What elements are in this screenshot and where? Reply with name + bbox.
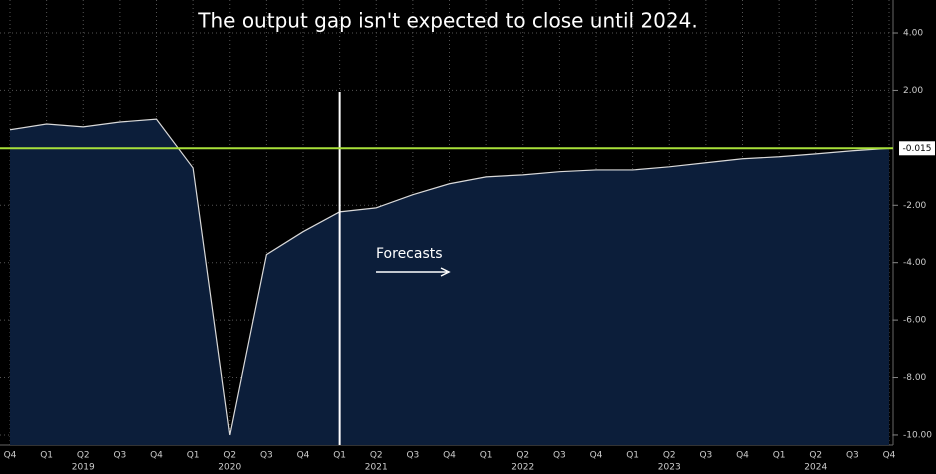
x-tick-label: Q1	[773, 451, 786, 461]
x-tick-label: Q2	[77, 451, 90, 461]
area	[10, 119, 889, 445]
x-tick-label: Q2	[516, 451, 529, 461]
y-tick-label: -6.00	[903, 316, 927, 326]
x-tick-label: Q1	[333, 451, 346, 461]
x-tick-label: Q1	[480, 451, 493, 461]
y-tick-label: -4.00	[903, 258, 927, 268]
x-tick-label: Q1	[626, 451, 639, 461]
x-tick-label: Q2	[809, 451, 822, 461]
x-tick-label: Q2	[370, 451, 383, 461]
x-tick-label: Q4	[150, 451, 163, 461]
year-label: 2022	[511, 463, 534, 473]
marks	[9, 118, 890, 445]
year-label: 2019	[72, 463, 95, 473]
x-tick-label: Q3	[846, 451, 859, 461]
x-tick-label: Q4	[736, 451, 749, 461]
year-label: 2023	[658, 463, 681, 473]
x-tick-label: Q1	[187, 451, 200, 461]
line	[9, 118, 890, 436]
x-tick-label: Q3	[260, 451, 273, 461]
year-label: 2024	[804, 463, 827, 473]
year-label: 2021	[365, 463, 388, 473]
x-tick-label: Q3	[553, 451, 566, 461]
x-tick-label: Q4	[883, 451, 896, 461]
x-tick-label: Q2	[663, 451, 676, 461]
y-tick-label: 4.00	[903, 29, 923, 39]
x-tick-label: Q4	[4, 451, 17, 461]
y-tick-label: -2.00	[903, 201, 927, 211]
x-tick-label: Q3	[699, 451, 712, 461]
reference-label: -0.015	[902, 144, 931, 154]
overlay: -0.015	[0, 92, 935, 445]
y-tick-label: -10.00	[903, 430, 932, 440]
x-tick-label: Q4	[590, 451, 603, 461]
x-tick-label: Q3	[113, 451, 126, 461]
chart-title: The output gap isn't expected to close u…	[197, 9, 697, 33]
x-tick-label: Q1	[40, 451, 53, 461]
x-tick-label: Q4	[297, 451, 310, 461]
x-tick-label: Q3	[406, 451, 419, 461]
y-tick-label: 2.00	[903, 86, 923, 96]
x-tick-label: Q4	[443, 451, 456, 461]
year-label: 2020	[218, 463, 241, 473]
annotation-arrowhead	[440, 267, 451, 277]
x-tick-label: Q2	[223, 451, 236, 461]
y-tick-label: -8.00	[903, 373, 927, 383]
annotation: Forecasts	[376, 246, 443, 262]
reference-label-box	[899, 141, 935, 156]
